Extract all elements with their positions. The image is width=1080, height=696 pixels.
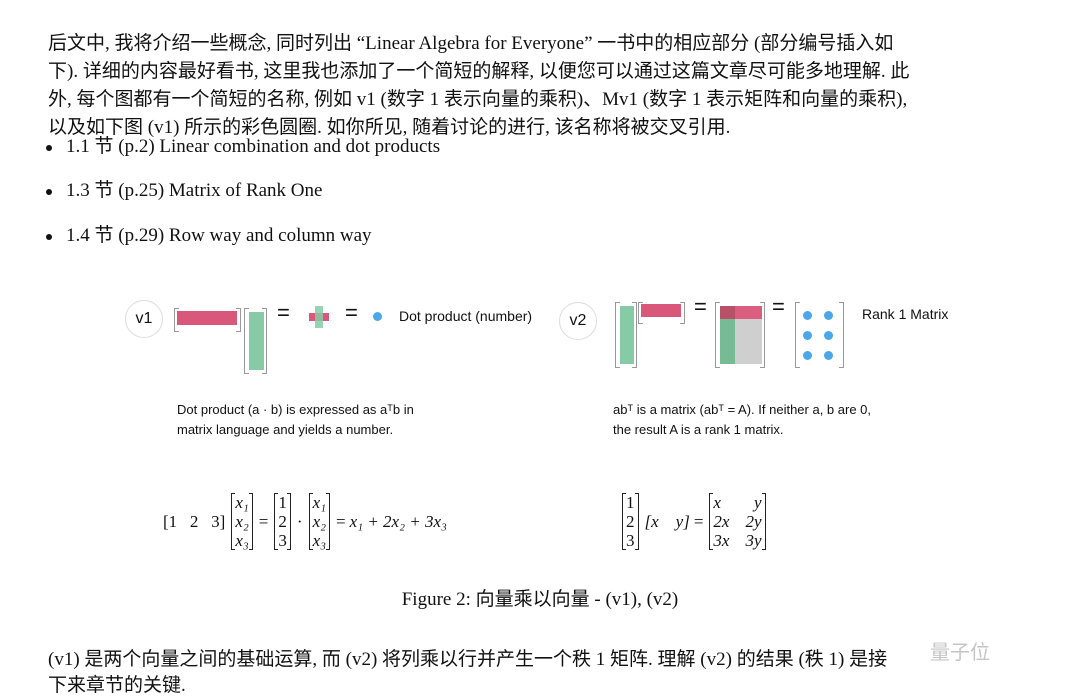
v2-description: the result A is a rank 1 matrix.: [613, 422, 784, 437]
dot-result: x₁ + 2x₂ + 3x₃: [349, 511, 447, 531]
dot-operator: ·: [296, 511, 303, 531]
matrix-dot: [824, 331, 833, 340]
scalar-dot: [373, 312, 382, 321]
matrix-dot: [803, 351, 812, 360]
outer-product-column: [720, 306, 735, 364]
row-vector: [1 2 3]: [163, 511, 226, 531]
bullet-item: 1.3 节 (p.25) Matrix of Rank One: [46, 175, 322, 202]
v1-description: Dot product (a · b) is expressed as aᵀb …: [177, 402, 414, 417]
intro-line: 外, 每个图都有一个简短的名称, 例如 v1 (数字 1 表示向量的乘积)、Mv…: [48, 89, 908, 110]
column-vector-x: x₁ x₂ x₃: [308, 493, 331, 550]
bracket: [262, 308, 267, 374]
equals: =: [258, 511, 269, 531]
column-vector-bar: [620, 306, 634, 364]
v1-description: matrix language and yields a number.: [177, 422, 394, 437]
matrix-dot: [803, 311, 812, 320]
bullet-text: 1.3 节 (p.25) Matrix of Rank One: [66, 180, 323, 201]
bracket: [795, 302, 800, 368]
matrix-dot: [824, 351, 833, 360]
bullet-item: 1.1 节 (p.2) Linear combination and dot p…: [46, 131, 440, 158]
intro-line: 后文中, 我将介绍一些概念, 同时列出 “Linear Algebra for …: [48, 33, 894, 54]
row-vector-bar: [641, 304, 681, 317]
bracket: [680, 302, 685, 324]
intro-line: 以及如下图 (v1) 所示的彩色圆圈. 如你所见, 随着讨论的进行, 该名称将被…: [48, 117, 731, 138]
equals-sign: =: [345, 300, 358, 325]
column-vector-x: x₁ x₂ x₃: [231, 493, 253, 550]
equals-sign: =: [277, 300, 290, 325]
bracket: [615, 302, 620, 368]
product-cross-green: [315, 306, 323, 328]
bullet-item: 1.4 节 (p.29) Row way and column way: [46, 220, 372, 247]
v2-description: abᵀ is a matrix (abᵀ = A). If neither a,…: [613, 402, 872, 417]
row-vector: [x y]: [644, 511, 690, 531]
outro-line: 下来章节的关键.: [48, 675, 186, 696]
bullet-text: 1.1 节 (p.2) Linear combination and dot p…: [66, 136, 441, 157]
bullet-text: 1.4 节 (p.29) Row way and column way: [66, 225, 372, 246]
watermark-logo: 量子位: [930, 640, 990, 664]
equals: =: [336, 511, 346, 531]
intro-line: 下). 详细的内容最好看书, 这里我也添加了一个简短的解释, 以便您可以通过这篇…: [48, 61, 910, 82]
figure-caption: Figure 2: 向量乘以向量 - (v1), (v2): [401, 589, 679, 610]
bracket: [638, 302, 643, 324]
v1-badge: v1: [125, 300, 163, 338]
matrix-dot: [824, 311, 833, 320]
v2-badge: v2: [559, 302, 597, 340]
matrix-dot: [803, 331, 812, 340]
equals: =: [693, 511, 704, 531]
row-vector-bar: [177, 311, 237, 325]
equals-sign: =: [772, 294, 785, 319]
bracket: [632, 302, 637, 368]
outer-product-overlap: [720, 306, 735, 319]
equals-sign: =: [694, 294, 707, 319]
dot-product-label: Dot product (number): [399, 308, 533, 324]
bracket: [244, 308, 249, 374]
bracket: [760, 302, 765, 368]
bracket: [839, 302, 844, 368]
bracket: [715, 302, 720, 368]
bracket: [236, 308, 241, 332]
bracket: [174, 308, 179, 332]
column-vector-bar: [249, 312, 264, 370]
rank-1-label: Rank 1 Matrix: [862, 306, 949, 322]
outro-line: (v1) 是两个向量之间的基础运算, 而 (v2) 将列乘以行并产生一个秩 1 …: [48, 649, 888, 670]
